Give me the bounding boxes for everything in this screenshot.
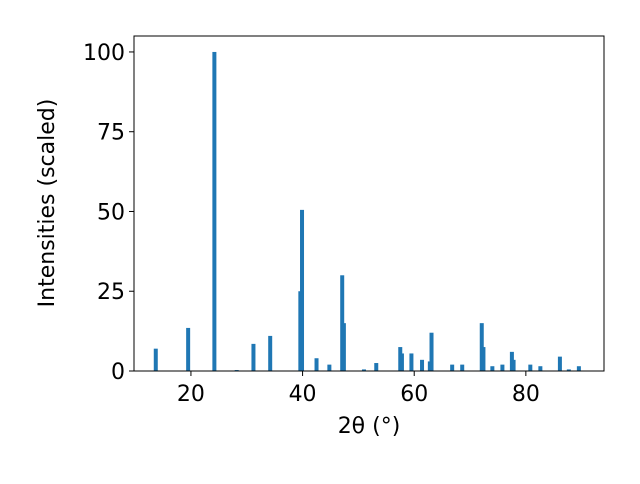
x-tick-label: 80 [512,382,540,407]
bar [186,327,191,371]
bar [399,353,404,371]
y-tick-label: 75 [97,121,125,146]
bar [450,364,455,371]
bar [538,366,543,371]
bar [566,369,571,371]
bar [251,343,256,371]
x-tick-label: 60 [400,382,428,407]
bar [268,335,273,371]
bar [361,369,366,371]
plot-frame [133,35,605,372]
bar [153,348,158,371]
bar [429,332,434,371]
bar [409,353,414,371]
y-axis-label: Intensities (scaled) [35,99,60,308]
bar [327,364,332,371]
x-tick-label: 40 [289,382,317,407]
x-tick-label: 20 [177,382,205,407]
bar [300,209,305,371]
bar [314,358,319,371]
bar [500,364,505,371]
x-axis-label: 2θ (°) [338,414,401,439]
bar [374,363,379,371]
y-tick-label: 0 [111,360,125,385]
bar [479,323,484,371]
bar [420,359,425,371]
bar [341,323,346,371]
bar [557,356,562,371]
bar [528,364,533,371]
bar [212,51,217,371]
y-tick-label: 100 [83,41,125,66]
bar [481,347,486,371]
bar [490,366,495,371]
bar [511,359,516,371]
bar [576,366,581,371]
bar [460,364,465,371]
y-tick-label: 50 [97,200,125,225]
y-tick-label: 25 [97,280,125,305]
